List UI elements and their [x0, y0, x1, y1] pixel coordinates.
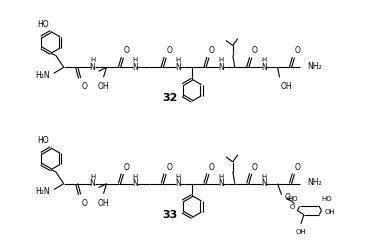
- Text: H: H: [90, 173, 95, 179]
- Text: N: N: [132, 62, 138, 72]
- Text: N: N: [90, 62, 95, 72]
- Text: H: H: [90, 57, 95, 63]
- Text: O: O: [123, 46, 129, 55]
- Text: O: O: [252, 46, 258, 55]
- Text: N: N: [90, 178, 95, 187]
- Text: NH₂: NH₂: [307, 61, 322, 71]
- Text: O: O: [252, 162, 258, 171]
- Text: OH: OH: [98, 82, 109, 91]
- Text: O: O: [294, 162, 300, 171]
- Text: N: N: [218, 62, 224, 72]
- Text: O: O: [290, 204, 295, 210]
- Text: O: O: [82, 82, 87, 91]
- Text: O: O: [123, 162, 129, 171]
- Text: O: O: [82, 198, 87, 207]
- Text: OH: OH: [325, 208, 335, 214]
- Text: 32: 32: [162, 93, 178, 103]
- Text: H: H: [218, 173, 223, 179]
- Text: HO: HO: [287, 196, 298, 202]
- Text: N: N: [218, 178, 224, 187]
- Text: N: N: [261, 178, 267, 187]
- Text: OH: OH: [296, 228, 306, 234]
- Text: HO: HO: [37, 19, 49, 28]
- Text: O: O: [285, 192, 290, 201]
- Text: HO: HO: [37, 135, 49, 144]
- Text: H₂N: H₂N: [35, 71, 50, 79]
- Text: H₂N: H₂N: [35, 186, 50, 195]
- Text: N: N: [175, 62, 181, 72]
- Text: H: H: [261, 173, 266, 179]
- Text: 33: 33: [163, 209, 178, 219]
- Text: HO: HO: [321, 196, 332, 202]
- Text: N: N: [175, 178, 181, 187]
- Text: OH: OH: [281, 82, 292, 91]
- Text: O: O: [209, 46, 215, 55]
- Text: N: N: [132, 178, 138, 187]
- Text: O: O: [166, 162, 172, 171]
- Text: H: H: [218, 57, 223, 63]
- Text: O: O: [166, 46, 172, 55]
- Text: H: H: [133, 173, 138, 179]
- Text: O: O: [294, 46, 300, 55]
- Text: NH₂: NH₂: [307, 177, 322, 186]
- Text: N: N: [261, 62, 267, 72]
- Text: OH: OH: [98, 198, 109, 207]
- Text: H: H: [133, 57, 138, 63]
- Text: O: O: [209, 162, 215, 171]
- Text: H: H: [261, 57, 266, 63]
- Text: H: H: [176, 173, 181, 179]
- Text: H: H: [176, 57, 181, 63]
